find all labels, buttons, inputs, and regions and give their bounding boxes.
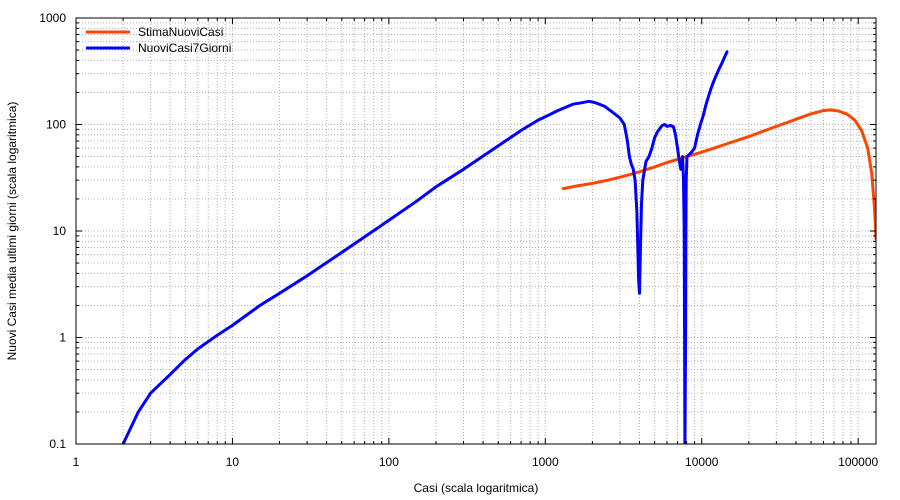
legend-label-nuovicasi7giorni: NuoviCasi7Giorni [138,41,231,55]
y-axis-title: Nuovi Casi media ultimi giorni (scala lo… [5,102,19,361]
x-tick-label: 100000 [838,455,878,469]
x-tick-label: 10 [226,455,240,469]
legend: StimaNuoviCasi NuoviCasi7Giorni [86,25,231,55]
x-tick-label: 10000 [685,455,719,469]
x-tick-label: 1000 [532,455,559,469]
y-tick-label: 1000 [39,11,66,25]
series-layer [121,50,876,444]
y-tick-label: 0.1 [49,437,66,451]
legend-label-stimanuovicasi: StimaNuoviCasi [138,25,223,39]
series-line-stimanuovicasi [561,108,876,240]
y-tick-label: 1 [59,331,66,345]
x-tick-label: 1 [73,455,80,469]
ticks: 1 10 100 1000 10000 100000 0.1 1 10 100 1000 [39,11,878,469]
grid [76,18,876,444]
x-tick-label: 100 [379,455,399,469]
y-tick-label: 100 [46,118,66,132]
series-line-nuovicasi7giorni [121,50,729,444]
x-axis-title: Casi (scala logaritmica) [414,481,539,495]
y-tick-label: 10 [53,224,67,238]
